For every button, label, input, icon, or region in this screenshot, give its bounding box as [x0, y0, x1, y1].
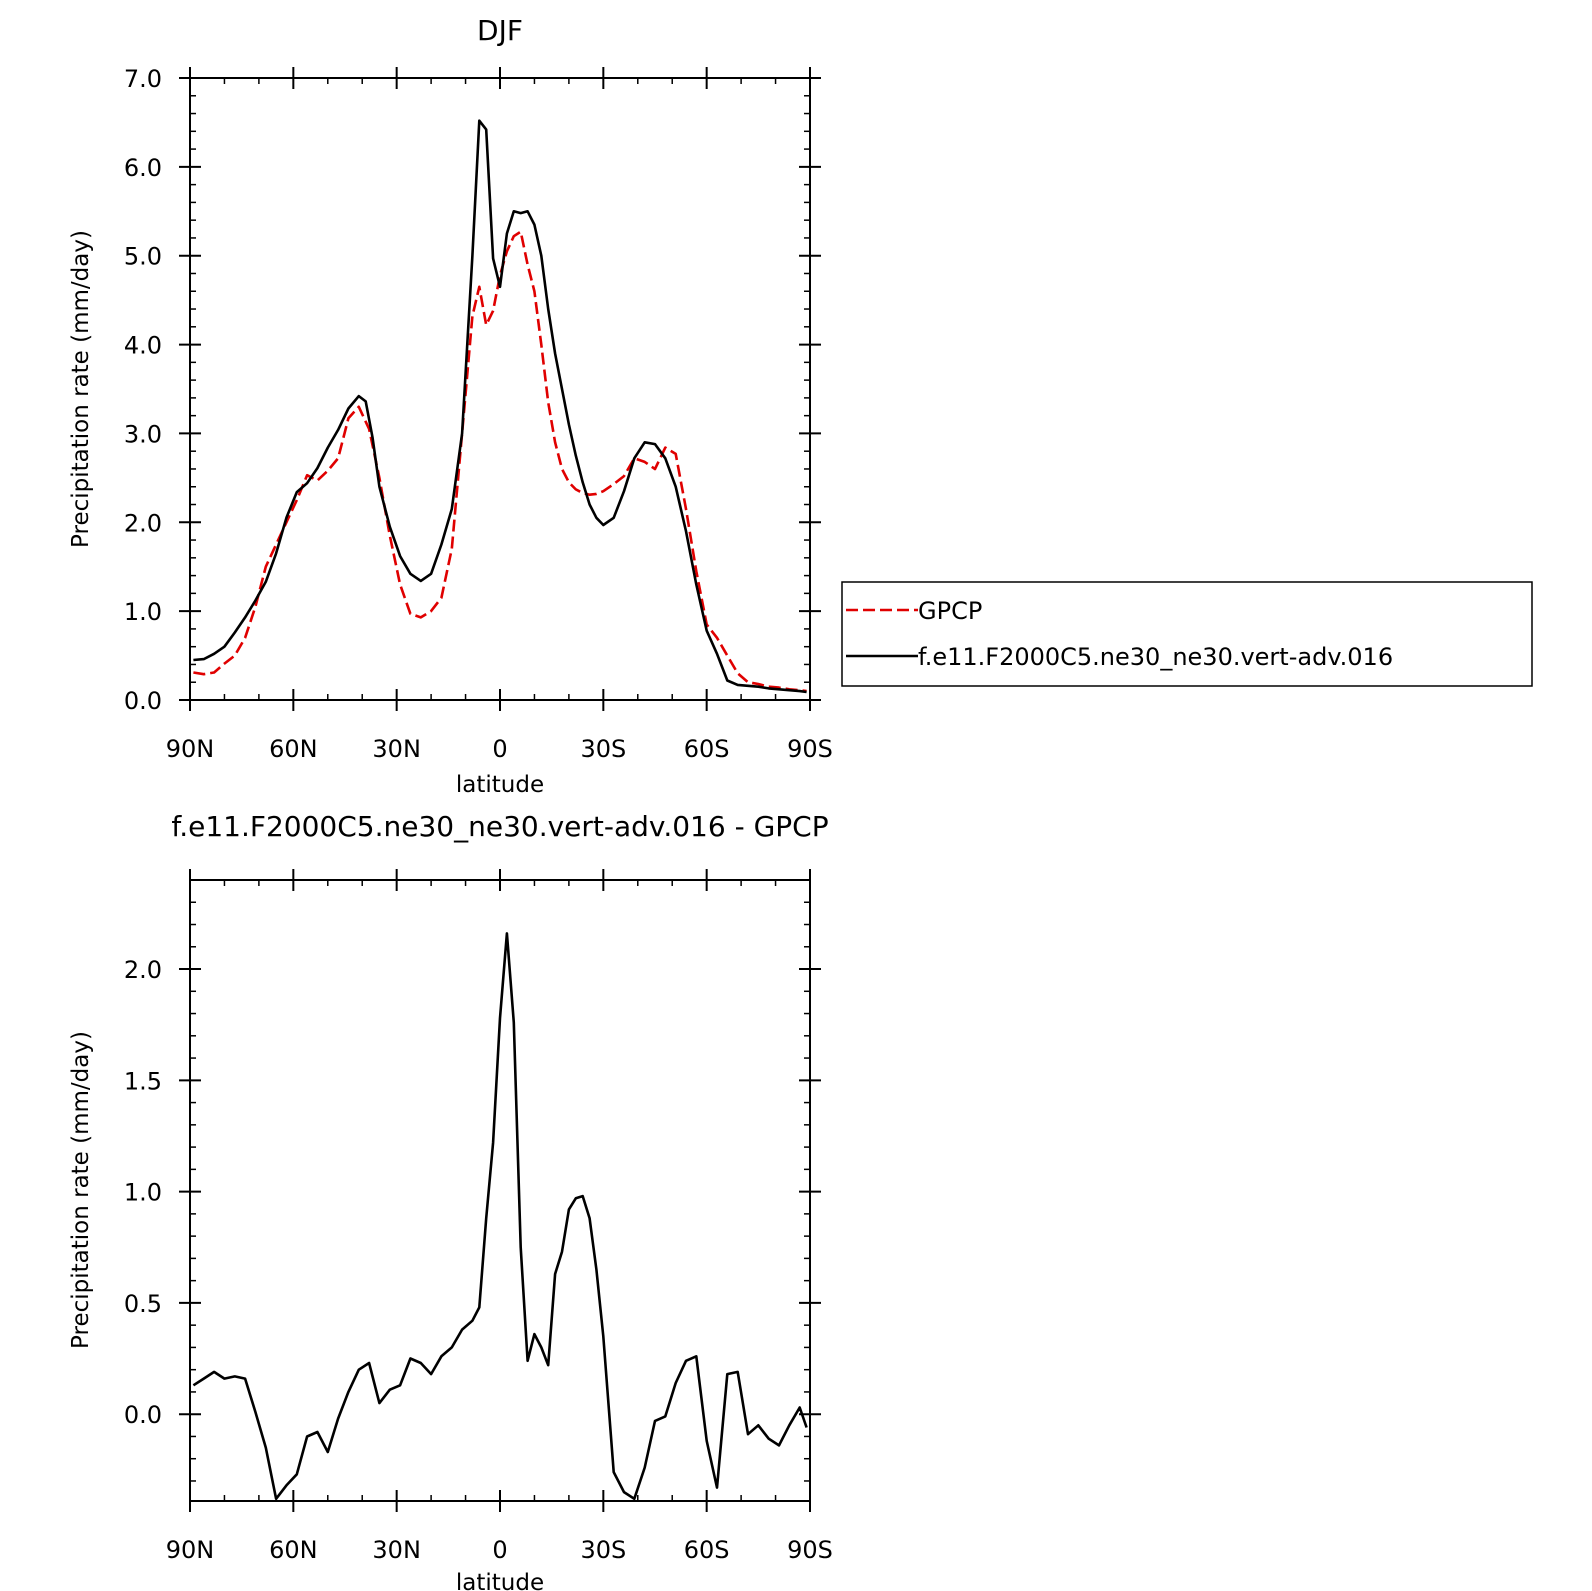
y-tick-label: 1.0 — [124, 598, 162, 626]
plot-frame — [189, 77, 811, 701]
y-tick-label: 2.0 — [124, 956, 162, 984]
series-line-0 — [193, 230, 807, 693]
x-tick-label: 90S — [787, 735, 833, 763]
y-tick-label: 1.0 — [124, 1179, 162, 1207]
x-tick-label: 30N — [372, 1536, 421, 1564]
y-tick-label: 0.0 — [124, 1401, 162, 1429]
x-tick-label: 0 — [492, 1536, 507, 1564]
x-tick-label: 30S — [580, 1536, 626, 1564]
x-tick-label: 60N — [269, 735, 318, 763]
legend-label: f.e11.F2000C5.ne30_ne30.vert-adv.016 — [918, 643, 1393, 671]
x-tick-label: 30S — [580, 735, 626, 763]
y-tick-label: 6.0 — [124, 154, 162, 182]
plot-frame — [189, 879, 811, 1502]
x-tick-label: 60S — [684, 1536, 730, 1564]
chart-title: DJF — [477, 14, 523, 47]
x-axis-label: latitude — [456, 1570, 544, 1591]
y-tick-label: 4.0 — [124, 332, 162, 360]
y-tick-label: 0.0 — [124, 687, 162, 715]
x-tick-label: 90N — [166, 1536, 215, 1564]
y-axis-label: Precipitation rate (mm/day) — [68, 230, 94, 548]
legend-box — [841, 581, 1533, 687]
x-tick-label: 60N — [269, 1536, 318, 1564]
x-axis-label: latitude — [456, 772, 544, 798]
x-tick-label: 90S — [787, 1536, 833, 1564]
y-tick-label: 1.5 — [124, 1067, 162, 1095]
chart-title: f.e11.F2000C5.ne30_ne30.vert-adv.016 - G… — [171, 810, 828, 843]
y-tick-label: 0.5 — [124, 1290, 162, 1318]
y-tick-label: 3.0 — [124, 420, 162, 448]
legend-label: GPCP — [918, 597, 982, 625]
x-tick-label: 90N — [166, 735, 215, 763]
y-tick-label: 2.0 — [124, 509, 162, 537]
series-line-1 — [193, 119, 807, 694]
x-tick-label: 0 — [492, 735, 507, 763]
y-axis-label: Precipitation rate (mm/day) — [68, 1031, 94, 1349]
y-tick-label: 5.0 — [124, 243, 162, 271]
x-tick-label: 60S — [684, 735, 730, 763]
x-tick-label: 30N — [372, 735, 421, 763]
series-line-0 — [192, 932, 808, 1501]
y-tick-label: 7.0 — [124, 65, 162, 93]
